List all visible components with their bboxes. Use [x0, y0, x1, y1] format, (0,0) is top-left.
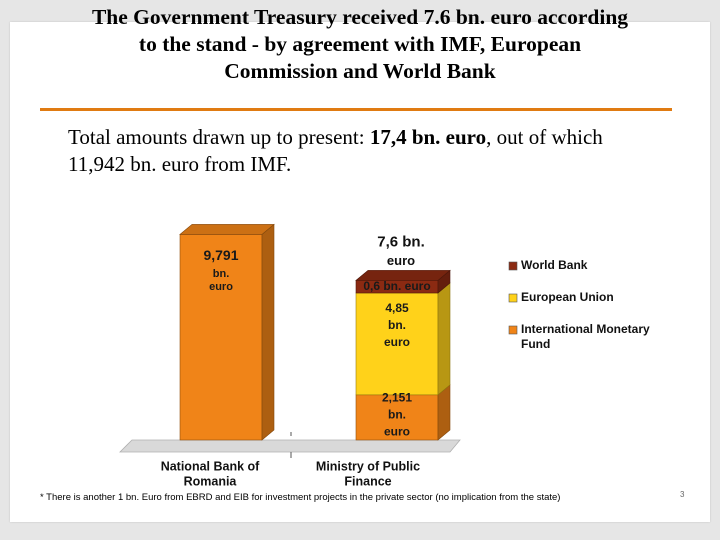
summary-part2: , out of which: [486, 125, 603, 149]
data-label: 2,151: [382, 391, 412, 405]
bar-segment-international-monetary-fund: [355, 394, 439, 441]
legend-label: World Bank: [521, 258, 588, 272]
title-line: Commission and World Bank: [224, 59, 496, 83]
bar-segment-european-union: [355, 292, 439, 396]
legend-swatch: [508, 261, 518, 271]
category-label: Finance: [344, 474, 391, 488]
bar-side: [437, 282, 451, 396]
data-label: 0,6 bn. euro: [363, 279, 430, 293]
bar-top: [179, 224, 275, 235]
data-label: euro: [384, 425, 410, 439]
category-label: Ministry of Public: [316, 459, 420, 473]
summary-text: Total amounts drawn up to present: 17,4 …: [68, 124, 698, 178]
bar-side: [261, 223, 275, 441]
legend-label: European Union: [521, 290, 614, 304]
page-number: 3: [680, 490, 685, 499]
summary-line2: 11,942 bn. euro from IMF.: [68, 152, 292, 176]
data-label: bn.: [213, 268, 230, 280]
footnote: * There is another 1 bn. Euro from EBRD …: [40, 492, 561, 503]
slide-title: The Government Treasury received 7.6 bn.…: [0, 4, 720, 85]
legend-swatch: [508, 325, 518, 335]
bar-top: [355, 270, 451, 281]
data-label: bn.: [388, 408, 406, 422]
summary-total: 17,4 bn. euro: [369, 125, 487, 149]
data-label: 4,85: [385, 301, 409, 315]
data-label: euro: [209, 281, 233, 293]
data-label: euro: [384, 335, 410, 349]
bar-segment-international-monetary-fund: [179, 234, 263, 441]
legend-label: Fund: [521, 337, 550, 351]
category-label: Romania: [184, 474, 238, 488]
legend-swatch: [508, 293, 518, 303]
title-underline: [40, 108, 672, 111]
data-label: 9,791: [203, 247, 238, 263]
data-label: bn.: [388, 318, 406, 332]
total-label: euro: [387, 253, 415, 268]
title-line: to the stand - by agreement with IMF, Eu…: [138, 32, 582, 56]
category-label: National Bank of: [161, 459, 260, 473]
chart-floor: [119, 439, 461, 453]
legend-label: International Monetary: [521, 322, 650, 336]
total-label: 7,6 bn.: [377, 233, 425, 250]
title-line: The Government Treasury received 7.6 bn.…: [91, 5, 629, 29]
summary-part1: Total amounts drawn up to present:: [68, 125, 370, 149]
